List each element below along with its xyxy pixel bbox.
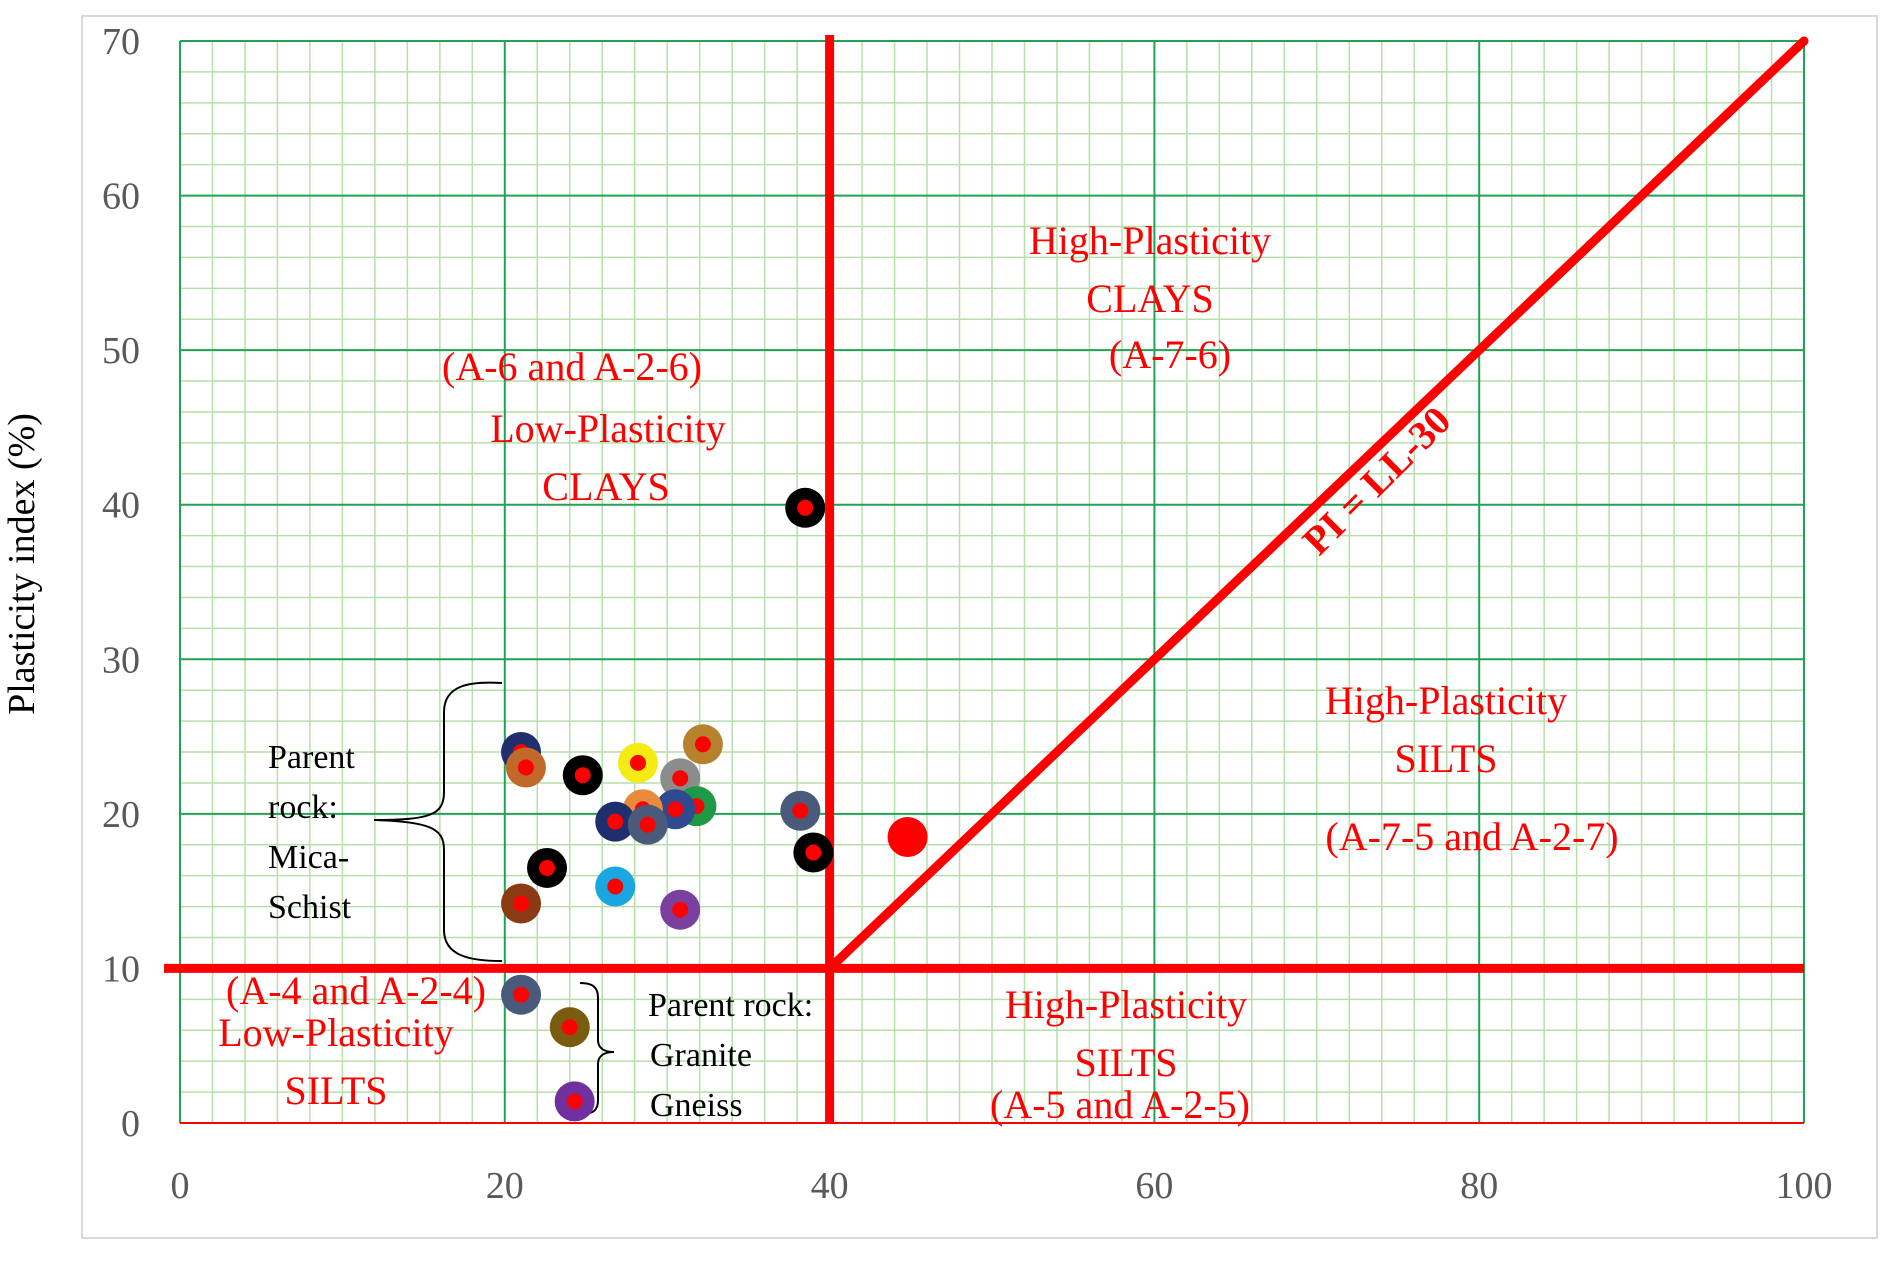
data-point-center: [805, 844, 822, 861]
y-tick-label: 10: [102, 948, 140, 990]
zone-low-clays-line1: (A-6 and A-2-6): [442, 344, 702, 389]
zone-high-clays-line2: CLAYS: [1086, 276, 1213, 321]
zone-high-silts-bottom-line2: SILTS: [1074, 1040, 1177, 1085]
mica-label-line2: rock:: [268, 789, 338, 826]
x-tick-label: 20: [486, 1165, 524, 1207]
zone-low-clays-line2: Low-Plasticity: [490, 406, 726, 451]
x-tick-label: 0: [171, 1165, 190, 1207]
data-point-center: [561, 1019, 578, 1036]
data-point-center: [667, 801, 684, 818]
zone-high-clays-line3: (A-7-6): [1109, 332, 1231, 377]
y-tick-label: 50: [102, 330, 140, 372]
x-tick-label: 60: [1135, 1165, 1173, 1207]
data-point-center: [513, 986, 530, 1003]
granite-label-line3: Gneiss: [650, 1087, 743, 1124]
zone-labels: (A-6 and A-2-6) Low-Plasticity CLAYS Hig…: [218, 218, 1618, 1127]
data-point-center: [672, 770, 689, 787]
parent-rock-labels: Parent rock: Mica- Schist Parent rock: G…: [268, 739, 813, 1124]
mica-label-line3: Mica-: [268, 839, 349, 876]
granite-gneiss-brace: [579, 982, 615, 1115]
data-point-center: [607, 813, 624, 830]
zone-low-silts-line2: Low-Plasticity: [218, 1010, 454, 1055]
data-point-center: [513, 895, 530, 912]
x-tick-label: 100: [1776, 1165, 1833, 1207]
plasticity-boundaries: [164, 35, 1809, 1123]
tick-labels: 0 20 40 60 80 100 0 10 20 30 40 50 60 70: [102, 21, 1833, 1207]
zone-low-silts-line1: (A-4 and A-2-4): [226, 968, 486, 1013]
x-tick-label: 80: [1460, 1165, 1498, 1207]
zone-high-clays-line1: High-Plasticity: [1029, 218, 1271, 263]
data-point-center: [574, 767, 591, 784]
mica-label-line4: Schist: [268, 889, 352, 926]
parent-rock-braces: [373, 681, 615, 1115]
data-point-center: [539, 859, 556, 876]
mica-schist-brace: [373, 681, 503, 962]
y-tick-label: 0: [121, 1103, 140, 1145]
reference-line-pi-ll-30: [825, 36, 1809, 973]
data-point-center: [899, 829, 916, 846]
data-point-center: [629, 754, 646, 771]
data-point-center: [607, 878, 624, 895]
y-tick-label: 60: [102, 176, 140, 218]
mica-label-line1: Parent: [268, 739, 355, 776]
y-tick-label: 40: [102, 485, 140, 527]
data-point-center: [672, 901, 689, 918]
data-point-center: [792, 802, 809, 819]
grid: [179, 40, 1805, 1124]
granite-label-line1: Parent rock:: [648, 987, 813, 1024]
data-points: [501, 487, 928, 1122]
data-point-center: [566, 1093, 583, 1110]
zone-low-silts-line3: SILTS: [284, 1068, 387, 1113]
zone-high-silts-right-line2: SILTS: [1394, 736, 1497, 781]
y-tick-label: 30: [102, 639, 140, 681]
data-point-center: [797, 499, 814, 516]
y-tick-label: 20: [102, 794, 140, 836]
zone-high-silts-bottom-line1: High-Plasticity: [1005, 982, 1247, 1027]
zone-high-silts-bottom-line3: (A-5 and A-2-5): [990, 1082, 1250, 1127]
chart-border: [81, 15, 1878, 1239]
data-point-center: [639, 816, 656, 833]
zone-high-silts-right-line3: (A-7-5 and A-2-7): [1325, 814, 1618, 859]
y-tick-label: 70: [102, 21, 140, 63]
zone-high-silts-right-line1: High-Plasticity: [1325, 678, 1567, 723]
granite-label-line2: Granite: [650, 1037, 752, 1074]
data-point-center: [517, 759, 534, 776]
y-axis-label: Plasticity index (%): [1, 413, 43, 715]
x-tick-label: 40: [811, 1165, 849, 1207]
data-point-center: [694, 736, 711, 753]
zone-low-clays-line3: CLAYS: [542, 464, 669, 509]
